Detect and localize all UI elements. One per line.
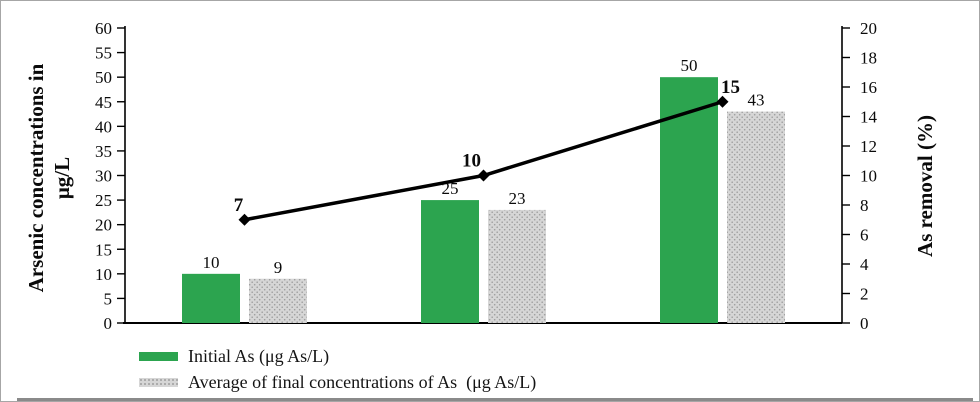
chart-legend: Initial As (μg As/L) Average of final co…	[139, 343, 536, 395]
bar-label-final-0: 9	[274, 258, 283, 277]
legend-item-initial-as: Initial As (μg As/L)	[139, 343, 536, 369]
right-axis-tick-label: 12	[860, 137, 877, 156]
left-axis-tick-label: 10	[95, 265, 112, 284]
left-axis-tick-label: 45	[95, 93, 112, 112]
bar-final-2	[727, 111, 785, 323]
right-axis-tick-label: 2	[860, 285, 869, 304]
bar-label-final-2: 43	[748, 91, 765, 110]
bar-initial-2	[660, 77, 718, 324]
bar-initial-0	[182, 273, 240, 323]
figure-bottom-rule	[17, 398, 973, 401]
left-axis-tick-label: 0	[104, 314, 113, 333]
legend-label-final-as: Average of final concentrations of As (μ…	[188, 371, 537, 392]
left-axis-tick-label: 20	[95, 216, 112, 235]
bar-final-1	[488, 209, 546, 323]
legend-item-final-as: Average of final concentrations of As (μ…	[139, 369, 536, 395]
left-axis-tick-label: 60	[95, 19, 112, 38]
chart-plot: 0 5 10 15 20 25 30 35 40 45 50 55 60 0 2 4 6 8 10 12 14 16 18 2…	[95, 19, 878, 333]
bar-label-initial-2: 50	[681, 56, 698, 75]
right-axis-tick-label: 0	[860, 314, 869, 333]
left-axis-title: Arsenic concentrations in μg/L	[23, 28, 75, 328]
legend-label-initial-as: Initial As (μg As/L)	[188, 345, 330, 366]
left-axis-tick-label: 25	[95, 191, 112, 210]
diamond-marker-2	[716, 95, 729, 108]
left-axis-title-line1: Arsenic concentrations in	[24, 63, 48, 293]
diamond-marker-0	[238, 213, 251, 226]
left-axis-tick-label: 35	[95, 142, 112, 161]
bar-final-0	[249, 278, 307, 323]
left-axis-tick-label: 5	[104, 289, 113, 308]
left-axis-tick-label: 55	[95, 44, 112, 63]
bar-label-final-1: 23	[509, 189, 526, 208]
line-label-1: 10	[462, 151, 481, 172]
right-axis-tick-label: 18	[860, 49, 877, 68]
left-axis-tick-label: 30	[95, 167, 112, 186]
right-axis-tick-label: 4	[860, 255, 869, 274]
bar-label-initial-0: 10	[203, 253, 220, 272]
bar-initial-1	[421, 200, 479, 323]
line-label-0: 7	[234, 195, 244, 216]
left-axis-tick-label: 50	[95, 68, 112, 87]
line-label-2: 15	[721, 77, 740, 98]
left-axis-title-line2: μg/L	[50, 156, 74, 200]
legend-swatch-final-as	[139, 377, 178, 387]
right-axis-tick-label: 8	[860, 196, 869, 215]
right-axis-title: As removal (%)	[913, 115, 937, 257]
legend-swatch-initial-as	[139, 351, 178, 361]
right-axis-tick-label: 16	[860, 78, 877, 97]
right-axis-tick-label: 10	[860, 167, 877, 186]
right-axis-tick-label: 6	[860, 226, 869, 245]
removal-line	[244, 100, 724, 222]
left-axis-tick-label: 40	[95, 117, 112, 136]
right-axis-tick-label: 20	[860, 19, 877, 38]
left-axis-tick-label: 15	[95, 240, 112, 259]
right-axis-tick-label: 14	[860, 108, 878, 127]
diamond-marker-1	[477, 169, 490, 182]
